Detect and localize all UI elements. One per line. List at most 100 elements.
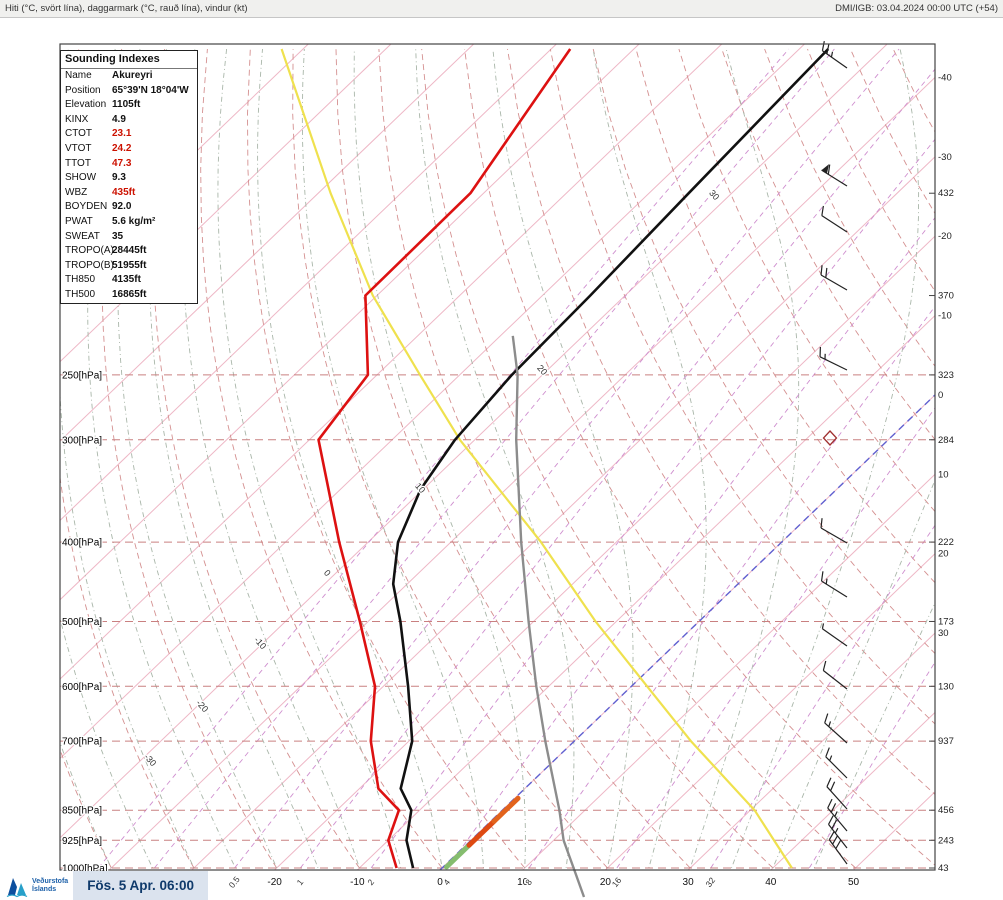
top-info-bar: Hiti (°C, svört lína), daggarmark (°C, r… bbox=[0, 0, 1003, 18]
index-value: 24.2 bbox=[112, 142, 132, 154]
height-axis-label: 937 bbox=[938, 736, 954, 747]
index-value: 35 bbox=[112, 230, 124, 242]
index-label: TH850 bbox=[65, 274, 96, 286]
index-label: WBZ bbox=[65, 186, 88, 198]
right-temp-label: 10 bbox=[938, 469, 949, 480]
vedurstofa-logo-text: Veðurstofa Íslands bbox=[32, 878, 69, 893]
wind-barb bbox=[820, 265, 848, 291]
index-value: Akureyri bbox=[112, 70, 153, 81]
temp-axis-label: 20 bbox=[600, 877, 612, 888]
index-row-ctot: CTOT 23.1 bbox=[61, 127, 197, 142]
temp-axis-label: 10 bbox=[517, 877, 529, 888]
index-value: 5.6 kg/m² bbox=[112, 215, 156, 227]
right-temp-label: -20 bbox=[938, 231, 952, 242]
indexes-rows: Name Akureyri Position 65°39'N 18°04'W Eleva… bbox=[61, 69, 197, 303]
index-row-wbz: WBZ 435ft bbox=[61, 186, 197, 201]
temperature-line bbox=[391, 48, 830, 869]
reference-yellow-line bbox=[280, 48, 793, 869]
pressure-axis-label: 250[hPa] bbox=[62, 370, 102, 381]
index-value: 47.3 bbox=[112, 157, 132, 169]
height-axis-label: 43 bbox=[938, 863, 949, 874]
right-temp-label: -10 bbox=[938, 311, 952, 322]
temp-axis-label: 50 bbox=[848, 877, 860, 888]
height-axis-label: 243 bbox=[938, 835, 954, 846]
index-value: 92.0 bbox=[112, 201, 132, 213]
pressure-axis-label: 300[hPa] bbox=[62, 435, 102, 446]
wind-barb bbox=[821, 41, 848, 69]
pressure-axis-label: 500[hPa] bbox=[62, 617, 102, 628]
index-label: Elevation bbox=[65, 99, 107, 111]
wind-barb bbox=[821, 623, 848, 647]
right-temp-label: -40 bbox=[938, 72, 952, 83]
right-temp-label: 20 bbox=[938, 549, 949, 560]
wind-barb bbox=[824, 713, 848, 744]
model-run-text: DMI/IGB: 03.04.2024 00:00 UTC (+54) bbox=[835, 3, 998, 14]
temp-axis-label: -10 bbox=[350, 877, 365, 888]
temp-axis-label: 0 bbox=[437, 877, 443, 888]
temp-axis-label: -20 bbox=[267, 877, 282, 888]
index-row-show: SHOW 9.3 bbox=[61, 171, 197, 186]
index-label: TTOT bbox=[65, 157, 91, 169]
indexes-title: Sounding Indexes bbox=[61, 51, 197, 69]
pressure-axis-label: 700[hPa] bbox=[62, 737, 102, 748]
index-row-pwat: PWAT 5.6 kg/m² bbox=[61, 215, 197, 230]
height-axis-label: 130 bbox=[938, 681, 954, 692]
vedurstofa-logo: Veðurstofa Íslands bbox=[0, 871, 74, 900]
index-row-tropo-a-: TROPO(A) 28445ft bbox=[61, 244, 197, 259]
index-value: 23.1 bbox=[112, 128, 132, 140]
index-row-name: Name Akureyri bbox=[61, 69, 197, 84]
index-row-ttot: TTOT 47.3 bbox=[61, 157, 197, 172]
right-temp-label: 0 bbox=[938, 390, 943, 401]
right-ticks bbox=[929, 192, 935, 869]
height-axis-label: 222 bbox=[938, 537, 954, 548]
index-row-elevation: Elevation 1105ft bbox=[61, 98, 197, 113]
wind-barb bbox=[819, 346, 848, 371]
index-value: 16865ft bbox=[112, 288, 147, 300]
freezing-level-line bbox=[439, 394, 935, 870]
index-row-tropo-b-: TROPO(B) 51955ft bbox=[61, 259, 197, 274]
height-axis-label: 370 bbox=[938, 291, 954, 302]
pressure-axis-label: 600[hPa] bbox=[62, 682, 102, 693]
index-row-kinx: KINX 4.9 bbox=[61, 113, 197, 128]
wind-barb bbox=[820, 518, 848, 544]
index-value: 1105ft bbox=[112, 99, 141, 111]
height-axis-label: 323 bbox=[938, 370, 954, 381]
pressure-axis-label: 925[hPa] bbox=[62, 836, 102, 847]
sounding-curves bbox=[280, 48, 935, 870]
index-value: 65°39'N 18°04'W bbox=[112, 84, 189, 96]
wind-barb bbox=[821, 164, 848, 187]
wind-barb bbox=[821, 205, 848, 233]
height-axis-label: 432 bbox=[938, 188, 954, 199]
index-row-th850: TH850 4135ft bbox=[61, 273, 197, 288]
height-axis-label: 173 bbox=[938, 616, 954, 627]
pressure-axis-label: 850[hPa] bbox=[62, 806, 102, 817]
wind-barb bbox=[825, 747, 848, 779]
wind-barb bbox=[820, 571, 848, 598]
pressure-axis-label: 400[hPa] bbox=[62, 538, 102, 549]
index-label: TH500 bbox=[65, 288, 96, 300]
index-label: CTOT bbox=[65, 128, 93, 140]
icing-highlight bbox=[444, 795, 521, 870]
grid-isotherms bbox=[60, 44, 935, 870]
index-value: 435ft bbox=[112, 186, 136, 198]
index-label: PWAT bbox=[65, 215, 93, 227]
index-value: 9.3 bbox=[112, 172, 126, 184]
wind-barb bbox=[826, 777, 848, 810]
index-label: BOYDEN bbox=[65, 201, 108, 213]
index-row-th500: TH500 16865ft bbox=[61, 288, 197, 303]
standard-atmosphere-line bbox=[511, 335, 586, 898]
pressure-lines bbox=[60, 374, 935, 869]
index-row-sweat: SWEAT 35 bbox=[61, 230, 197, 245]
wind-barb bbox=[828, 830, 848, 865]
index-label: Position bbox=[65, 84, 101, 96]
right-temp-label: -30 bbox=[938, 152, 952, 163]
temp-axis-label: 40 bbox=[765, 877, 777, 888]
dewpoint-line bbox=[317, 48, 572, 869]
sounding-indexes-panel: Sounding Indexes Name Akureyri Position 65°… bbox=[60, 50, 198, 304]
tropopause-marker-icon bbox=[822, 430, 838, 446]
right-temp-label: 30 bbox=[938, 628, 949, 639]
chart-grid bbox=[60, 44, 935, 870]
index-row-boyden: BOYDEN 92.0 bbox=[61, 200, 197, 215]
